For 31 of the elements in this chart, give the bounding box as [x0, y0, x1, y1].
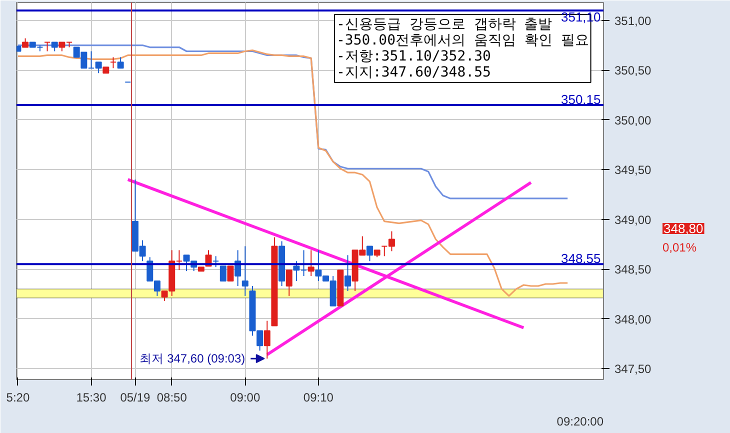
candlestick: [344, 254, 351, 292]
x-tick-label: 09:00: [230, 390, 260, 404]
y-tick-label: 349,50: [614, 163, 652, 178]
candlestick: [117, 56, 124, 69]
x-tick-label: 5:20: [6, 390, 30, 404]
candlestick: [264, 320, 270, 360]
candlestick: [110, 56, 116, 69]
text: 0,01%: [662, 240, 697, 254]
text: 09:20:00: [556, 414, 604, 428]
ref-line-label: 348,55: [560, 251, 601, 266]
y-tick-label: 351,00: [614, 14, 652, 28]
y-tick-label: 348,00: [614, 312, 652, 326]
candlestick: [366, 246, 373, 262]
candlestick: [212, 256, 220, 268]
x-tick-label: 05/19: [120, 390, 151, 404]
y-tick-label: 348,50: [614, 262, 652, 277]
x-tick-label: 15:30: [76, 390, 107, 404]
y-tick-label: 347,50: [614, 362, 652, 376]
text: 348,80: [664, 221, 704, 236]
annotation: 최저 347,60 (09:03): [140, 352, 246, 366]
y-tick-label: 350,50: [614, 64, 652, 78]
candlestick: [286, 270, 292, 296]
candlestick: [220, 266, 226, 282]
x-tick-label: 08:50: [156, 390, 188, 404]
candlestick: [242, 246, 248, 296]
x-tick-label: 09:10: [303, 390, 334, 404]
y-tick-label: 349,00: [614, 212, 652, 227]
candlestick: [227, 266, 234, 282]
candlestick: [308, 250, 314, 277]
y-tick-label: 350,00: [614, 113, 652, 128]
ref-line-label: 350,15: [560, 92, 601, 107]
